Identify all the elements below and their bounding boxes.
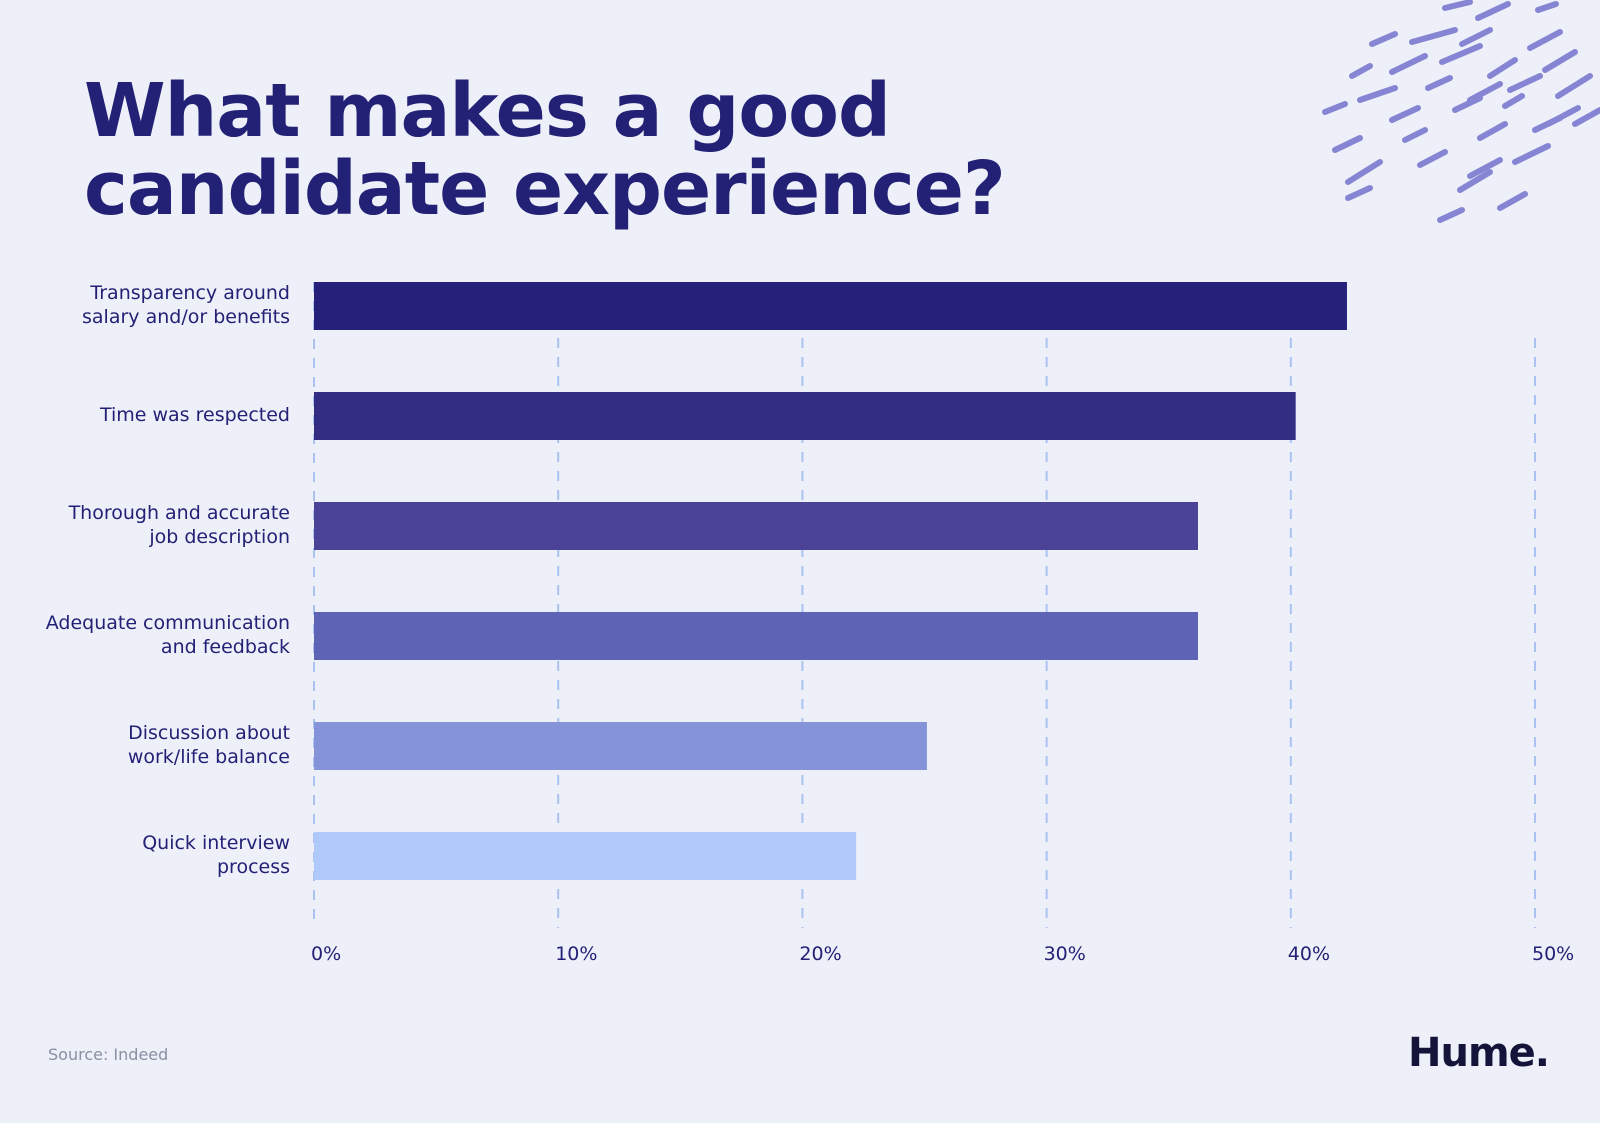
category-label-1: Transparency around salary and/or benefit…	[82, 282, 290, 328]
x-tick-label: 10%	[555, 943, 598, 965]
bar-5	[314, 722, 927, 770]
category-label-5: Discussion about work/life balance	[127, 722, 290, 768]
hume-logo: Hume.	[1408, 1030, 1550, 1076]
bar-3	[314, 502, 1199, 550]
category-label-4: Adequate communication and feedback	[45, 612, 290, 658]
chart-title-line-2: candidate experience?	[84, 146, 1006, 232]
bar-6	[314, 832, 857, 880]
chart-title-line-1: What makes a good	[84, 68, 891, 154]
bar-1	[314, 282, 1347, 330]
x-tick-label: 40%	[1287, 943, 1331, 965]
chart-title: What makes a good candidate experience?	[84, 68, 1006, 232]
x-tick-label: 20%	[799, 943, 842, 965]
x-tick-label: 30%	[1043, 943, 1086, 965]
source-note: Source: Indeed	[48, 1045, 169, 1064]
category-label-3: Thorough and accurate job description	[68, 502, 290, 548]
bar-2	[314, 392, 1296, 440]
category-label-6: Quick interview process	[142, 832, 290, 878]
x-tick-label: 50%	[1532, 943, 1575, 965]
category-label-2: Time was respected	[99, 404, 290, 426]
bar-4	[314, 612, 1199, 660]
x-tick-label: 0%	[311, 943, 342, 965]
